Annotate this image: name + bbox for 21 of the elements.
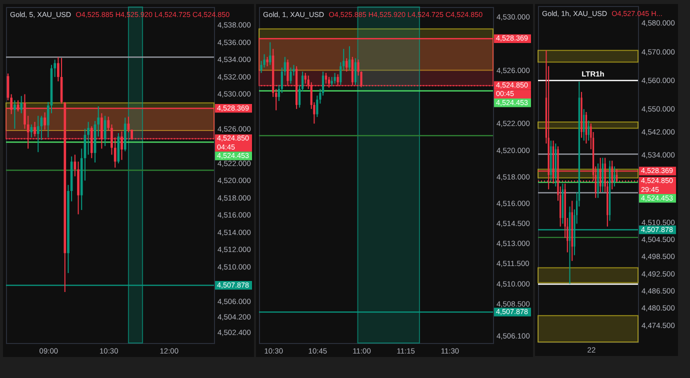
candlestick <box>597 163 599 198</box>
candlestick <box>334 72 336 84</box>
candlestick <box>354 58 357 86</box>
candlestick <box>14 100 16 130</box>
candlestick <box>20 95 23 114</box>
candlestick <box>36 115 40 153</box>
candlestick <box>330 76 333 87</box>
candlestick <box>324 72 328 84</box>
candlestick <box>269 42 272 66</box>
candlestick <box>348 46 351 71</box>
candlestick <box>290 67 292 84</box>
candlestick <box>583 108 585 142</box>
candlestick <box>286 59 289 86</box>
candlestick <box>614 166 616 187</box>
candlestick <box>34 121 36 138</box>
candlestick <box>351 56 354 86</box>
candlestick <box>585 111 588 144</box>
candlestick <box>44 112 46 130</box>
candlestick <box>346 58 348 72</box>
candlestick <box>266 56 268 67</box>
candlestick <box>602 157 604 193</box>
